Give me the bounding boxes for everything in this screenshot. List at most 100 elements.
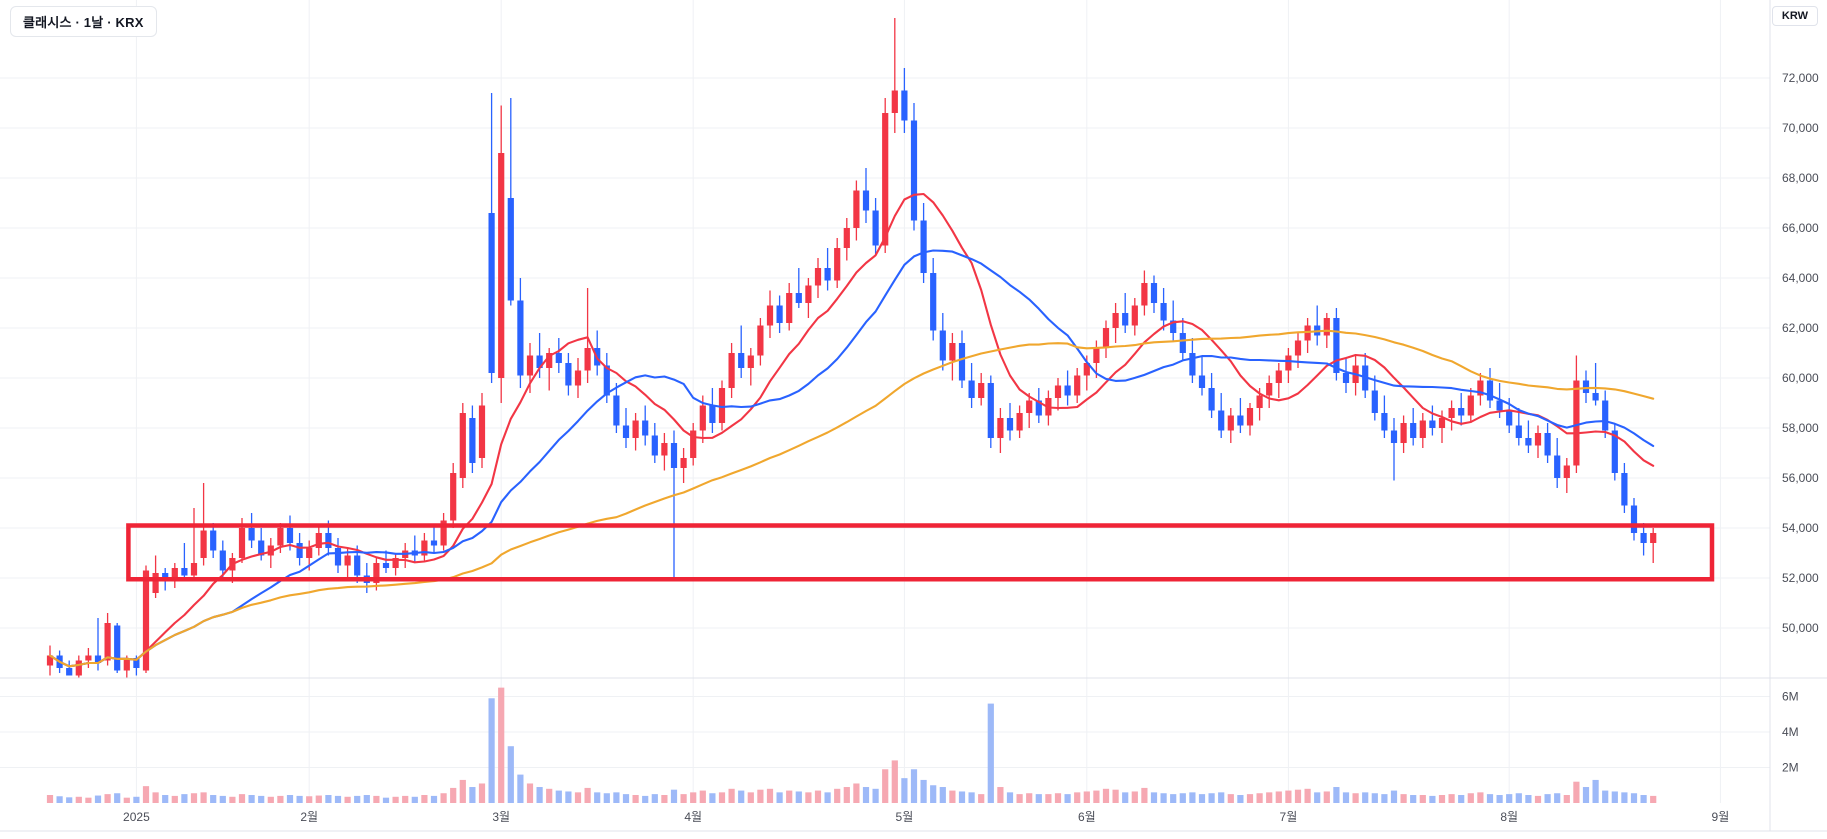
volume-bar	[862, 787, 870, 803]
candle-body	[958, 343, 966, 381]
candle-body	[680, 458, 687, 468]
price-axis[interactable]	[1770, 0, 1827, 831]
candle-body	[536, 355, 543, 368]
candle-body	[373, 563, 380, 583]
volume-bar	[1582, 787, 1590, 803]
candle-body	[152, 573, 159, 593]
price-tick-label: 56,000	[1782, 471, 1819, 485]
volume-bar	[536, 787, 543, 803]
candle-body	[661, 443, 668, 456]
volume-bar	[891, 760, 898, 803]
volume-bar	[1448, 794, 1455, 803]
candle-body	[1400, 423, 1407, 443]
candle-body	[930, 273, 937, 331]
candle-body	[853, 190, 860, 228]
volume-bar	[1141, 787, 1148, 803]
candle-body	[613, 395, 620, 426]
volume-bar	[1525, 795, 1532, 803]
volume-bar	[814, 790, 822, 803]
volume-bar	[1534, 795, 1542, 803]
candle-body	[718, 388, 726, 423]
volume-bar	[920, 779, 927, 803]
candle-body	[1650, 533, 1657, 543]
volume-bar	[1611, 791, 1618, 803]
candle-body	[1621, 473, 1628, 506]
volume-bar	[1333, 787, 1340, 803]
volume-bar	[1016, 794, 1023, 803]
volume-bar	[1131, 791, 1138, 803]
volume-bar	[574, 792, 582, 803]
candle-body	[728, 353, 735, 388]
candle-body	[133, 658, 140, 668]
volume-bar	[747, 792, 754, 803]
candle-body	[190, 563, 198, 576]
volume-bar	[776, 792, 783, 803]
price-tick-label: 64,000	[1782, 271, 1819, 285]
volume-bar	[402, 795, 409, 803]
volume-bar	[200, 792, 207, 803]
candle-body	[1640, 533, 1647, 543]
volume-bar	[238, 794, 246, 803]
volume-bar	[738, 790, 745, 803]
volume-bar	[1544, 794, 1551, 803]
candle-body	[824, 268, 831, 281]
volume-bar	[1093, 790, 1100, 803]
candle-body	[1486, 380, 1494, 401]
volume-bar	[546, 788, 553, 803]
volume-bar	[1362, 792, 1369, 803]
volume-bar	[210, 795, 217, 803]
volume-bar	[910, 769, 918, 803]
candle-body	[603, 365, 610, 396]
currency-button[interactable]: KRW	[1771, 6, 1818, 26]
volume-bar	[987, 703, 994, 803]
volume-bar	[1381, 794, 1388, 803]
volume-bar	[1496, 795, 1503, 803]
time-axis[interactable]	[0, 805, 1770, 839]
candle-body	[334, 548, 342, 566]
candle-body	[776, 305, 783, 323]
candle-body	[622, 425, 630, 438]
candle-body	[882, 113, 889, 246]
volume-bar	[997, 787, 1004, 803]
volume-bar	[1352, 793, 1359, 803]
price-tick-label: 60,000	[1782, 371, 1819, 385]
volume-bar	[171, 795, 178, 803]
volume-bar	[1650, 795, 1657, 803]
volume-bar	[728, 788, 735, 803]
candle-body	[1544, 433, 1551, 456]
candle-body	[430, 540, 438, 546]
volume-tick-label: 6M	[1782, 690, 1799, 704]
candle-body	[1323, 318, 1330, 336]
volume-bar	[152, 792, 159, 803]
volume-bar	[1477, 792, 1484, 803]
volume-bar	[795, 791, 802, 803]
candle-body	[123, 658, 130, 671]
month-label: 5월	[896, 810, 914, 824]
candle-body	[1448, 408, 1455, 418]
candle-body	[277, 528, 284, 546]
volume-bar	[1256, 793, 1263, 803]
support-zone-box[interactable]	[126, 523, 1715, 582]
volume-bar	[142, 786, 150, 803]
volume-bar	[344, 796, 351, 803]
volume-bar	[1074, 792, 1081, 803]
volume-bar	[421, 795, 428, 803]
candle-body	[1237, 415, 1244, 426]
volume-bar	[229, 796, 236, 803]
month-label: 9월	[1712, 810, 1730, 824]
candle-body	[1227, 415, 1234, 431]
candle-body	[1093, 348, 1100, 363]
volume-bar	[488, 698, 495, 803]
volume-bar	[219, 795, 226, 803]
candle-body	[834, 248, 841, 281]
volume-bar	[258, 795, 265, 803]
volume-bar	[1438, 795, 1446, 803]
candle-body	[171, 568, 178, 581]
candle-body	[1515, 425, 1522, 438]
volume-bar	[1294, 789, 1302, 803]
volume-bar	[843, 787, 850, 803]
volume-bar	[1122, 792, 1129, 803]
candle-body	[200, 530, 207, 558]
